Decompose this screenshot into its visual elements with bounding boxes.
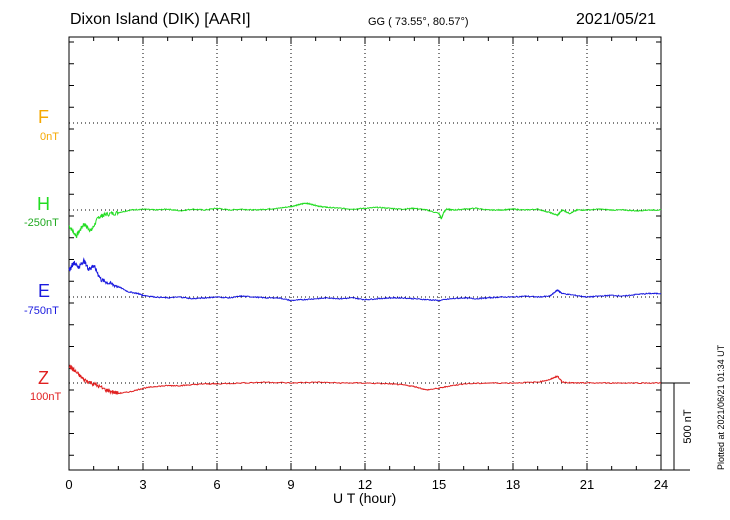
x-tick-label: 6 <box>213 477 220 492</box>
x-tick-label: 24 <box>654 477 668 492</box>
x-axis-label: U T (hour) <box>333 490 397 506</box>
series-label-e: E <box>38 281 51 301</box>
x-tick-label: 9 <box>287 477 294 492</box>
x-tick-label: 15 <box>432 477 446 492</box>
series-offset-z: 100nT <box>30 391 62 403</box>
chart-date: 2021/05/21 <box>576 11 657 28</box>
series-label-f: F <box>38 107 49 127</box>
series-offset-e: -750nT <box>24 305 59 317</box>
x-tick-label: 3 <box>139 477 146 492</box>
x-tick-label: 12 <box>358 477 372 492</box>
station-coordinates: GG ( 73.55°, 80.57°) <box>368 16 469 28</box>
x-tick-label: 18 <box>506 477 520 492</box>
series-label-z: Z <box>38 368 49 388</box>
series-label-h: H <box>37 194 50 214</box>
series-offset-h: -250nT <box>24 217 59 229</box>
scale-bar-label: 500 nT <box>682 409 694 444</box>
station-title: Dixon Island (DIK) [AARI] <box>70 11 251 28</box>
x-tick-label: 21 <box>580 477 594 492</box>
series-line-z <box>68 364 662 396</box>
x-tick-label: 0 <box>65 477 72 492</box>
series-line-e <box>68 257 662 302</box>
series-line-h <box>68 202 662 239</box>
series-offset-f: 0nT <box>40 131 59 143</box>
